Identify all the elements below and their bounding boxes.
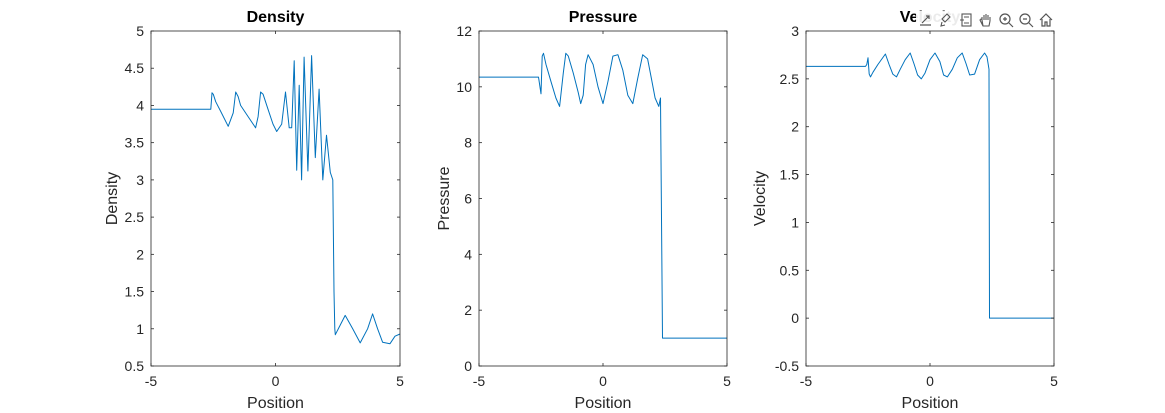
- y-tick-label: 8: [464, 135, 472, 151]
- axes-box: [479, 31, 727, 366]
- axes-frame: [478, 30, 728, 367]
- subplot-pressure: 0 2 4 6 8 10 12 -5 0 5 Position Pressure…: [436, 9, 731, 412]
- pan-icon[interactable]: [976, 11, 995, 29]
- zoom-in-icon[interactable]: [996, 11, 1015, 29]
- brush-icon[interactable]: [936, 11, 955, 29]
- data-line: [479, 52, 727, 339]
- y-tick-label: 2: [464, 302, 472, 318]
- y-axis-label: Velocity: [752, 171, 769, 226]
- y-tick-label: 10: [456, 79, 472, 95]
- y-tick-label: 0: [464, 358, 472, 374]
- x-tick-labels: -5 0 5: [145, 373, 404, 389]
- y-tick-labels: 0 2 4 6 8 10 12: [456, 23, 472, 374]
- data-line-group: [479, 52, 727, 339]
- y-tick-labels: -0.5 0 0.5 1 1.5 2 2.5 3: [775, 23, 799, 374]
- y-tick-label: 2.5: [125, 209, 145, 225]
- x-tick-label: -5: [145, 373, 158, 389]
- data-line: [806, 52, 1054, 319]
- subplot-velocity: -0.5 0 0.5 1 1.5 2 2.5 3 -5 0 5 Position…: [752, 9, 1058, 412]
- y-tick-label: 6: [464, 191, 472, 207]
- y-tick-label: 0.5: [125, 358, 145, 374]
- y-tick-label: 3: [136, 172, 144, 188]
- y-tick-label: 4: [136, 97, 144, 113]
- axes-toolbar: [916, 11, 1055, 29]
- x-axis-label: Position: [247, 395, 304, 412]
- x-tick-label: -5: [800, 373, 813, 389]
- y-tick-labels: 0.5 1 1.5 2 2.5 3 3.5 4 4.5 5: [125, 23, 145, 374]
- x-tick-label: 5: [396, 373, 404, 389]
- y-tick-label: 4: [464, 246, 472, 262]
- y-tick-label: 5: [136, 23, 144, 39]
- y-tick-label: 0: [791, 310, 799, 326]
- zoom-out-icon[interactable]: [1016, 11, 1035, 29]
- y-tick-label: 4.5: [125, 60, 145, 76]
- y-tick-label: 2: [791, 119, 799, 135]
- x-tick-label: 0: [926, 373, 934, 389]
- y-tick-label: 1: [136, 321, 144, 337]
- y-tick-label: 2.5: [780, 71, 800, 87]
- axes-frame: [805, 30, 1055, 367]
- axes-box: [151, 31, 400, 366]
- y-tick-label: 0.5: [780, 262, 800, 278]
- data-line-group: [151, 55, 401, 345]
- y-tick-label: 2: [136, 246, 144, 262]
- x-tick-label: 5: [723, 373, 731, 389]
- x-tick-labels: -5 0 5: [800, 373, 1058, 389]
- x-tick-label: 5: [1050, 373, 1058, 389]
- y-tick-label: 1.5: [780, 167, 800, 183]
- chart-title: Pressure: [569, 9, 638, 26]
- y-tick-label: -0.5: [775, 358, 799, 374]
- x-tick-label: 0: [599, 373, 607, 389]
- x-axis-label: Position: [902, 395, 959, 412]
- y-tick-label: 12: [456, 23, 472, 39]
- chart-title: Density: [247, 9, 305, 26]
- data-line: [151, 55, 401, 345]
- x-tick-label: 0: [272, 373, 280, 389]
- axes-box: [806, 31, 1054, 366]
- y-axis-label: Density: [104, 172, 121, 225]
- y-tick-label: 1.5: [125, 284, 145, 300]
- axes-frame: [150, 30, 401, 367]
- home-icon[interactable]: [1036, 11, 1055, 29]
- export-icon[interactable]: [916, 11, 935, 29]
- x-tick-label: -5: [473, 373, 486, 389]
- x-axis-label: Position: [575, 395, 632, 412]
- y-tick-label: 1: [791, 214, 799, 230]
- y-tick-label: 3.5: [125, 135, 145, 151]
- subplot-density: 0.5 1 1.5 2 2.5 3 3.5 4 4.5 5 -5 0 5 Pos…: [104, 9, 404, 412]
- y-axis-label: Pressure: [436, 166, 453, 230]
- y-tick-label: 3: [791, 23, 799, 39]
- x-tick-labels: -5 0 5: [473, 373, 731, 389]
- data-line-group: [806, 52, 1054, 319]
- datatip-icon[interactable]: [956, 11, 975, 29]
